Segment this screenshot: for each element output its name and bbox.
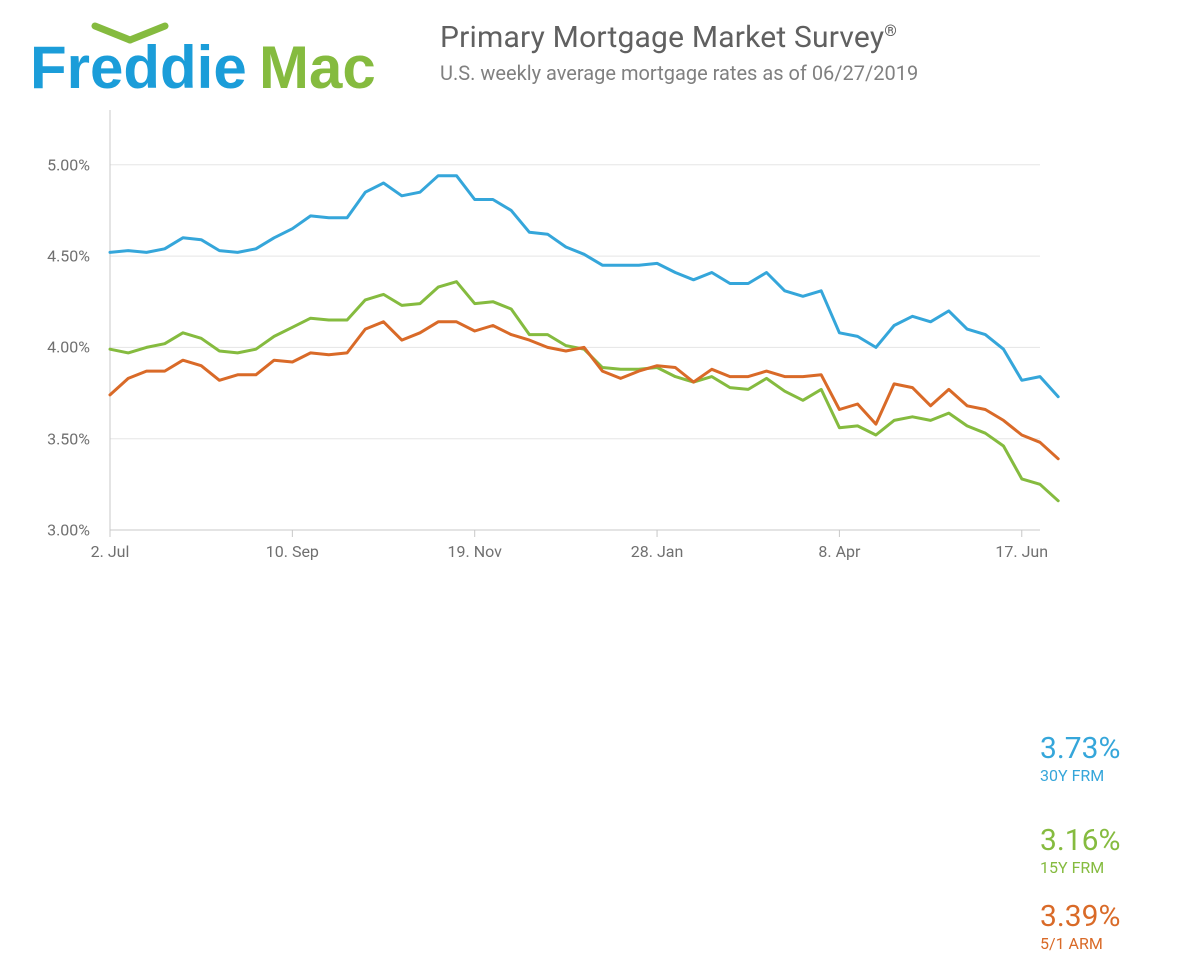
titles: Primary Mortgage Market Survey® U.S. wee… bbox=[440, 18, 918, 85]
series-end-value: 3.16% bbox=[1040, 826, 1120, 856]
y-tick-label: 3.00% bbox=[10, 521, 90, 540]
series-end-name: 30Y FRM bbox=[1040, 766, 1120, 785]
x-tick-label: 17. Jun bbox=[995, 542, 1048, 561]
logo-text-mac: Mac bbox=[259, 34, 376, 100]
series-end-label-30y: 3.73% 30Y FRM bbox=[1040, 734, 1120, 785]
series-end-name: 5/1 ARM bbox=[1040, 934, 1120, 953]
series-end-value: 3.39% bbox=[1040, 902, 1120, 932]
x-tick-label: 28. Jan bbox=[631, 542, 684, 561]
series-end-name: 15Y FRM bbox=[1040, 858, 1120, 877]
line-chart-svg bbox=[0, 110, 1200, 600]
title-text: Primary Mortgage Market Survey bbox=[440, 20, 884, 55]
y-tick-label: 5.00% bbox=[10, 155, 90, 174]
header: Freddie Mac Primary Mortgage Market Surv… bbox=[30, 18, 1170, 104]
page-title: Primary Mortgage Market Survey® bbox=[440, 20, 918, 55]
x-tick-label: 10. Sep bbox=[266, 542, 319, 561]
series-end-label-51arm: 3.39% 5/1 ARM bbox=[1040, 902, 1120, 953]
logo-text-freddie: Freddie bbox=[30, 34, 247, 100]
y-tick-label: 4.00% bbox=[10, 338, 90, 357]
freddie-mac-logo: Freddie Mac bbox=[30, 18, 400, 104]
x-tick-label: 19. Nov bbox=[448, 542, 502, 561]
series-end-label-15y: 3.16% 15Y FRM bbox=[1040, 826, 1120, 877]
x-tick-label: 8. Apr bbox=[818, 542, 860, 561]
page-subtitle: U.S. weekly average mortgage rates as of… bbox=[440, 61, 918, 85]
y-tick-label: 4.50% bbox=[10, 247, 90, 266]
x-tick-label: 2. Jul bbox=[91, 542, 130, 561]
y-tick-label: 3.50% bbox=[10, 429, 90, 448]
title-sup: ® bbox=[884, 21, 897, 40]
series-end-value: 3.73% bbox=[1040, 734, 1120, 764]
chart-area: 3.00% 3.50% 4.00% 4.50% 5.00% 2. Jul 10. Sep 1… bbox=[0, 110, 1200, 600]
